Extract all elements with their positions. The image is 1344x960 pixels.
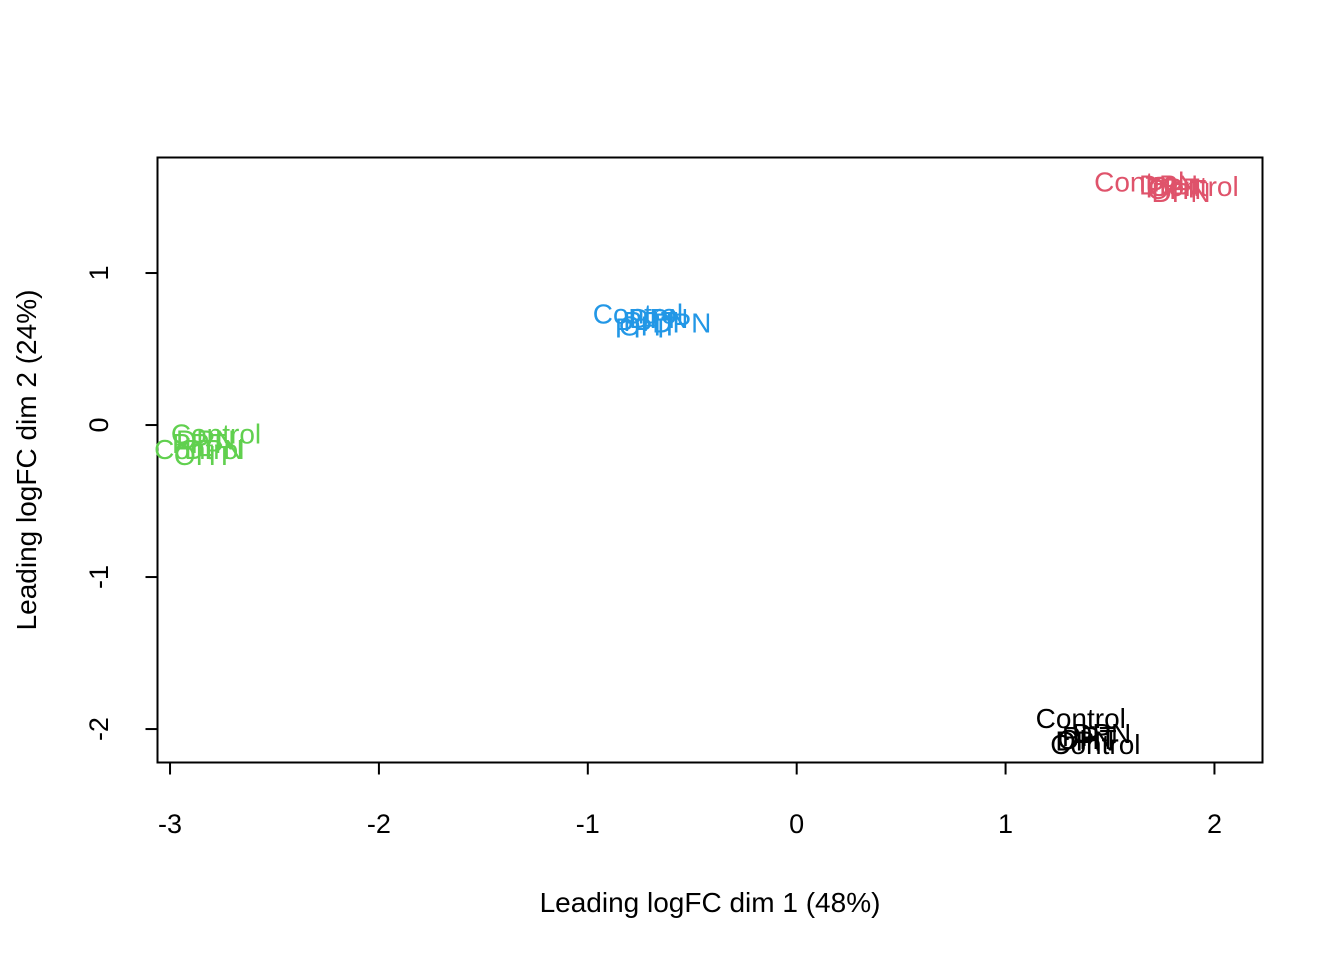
- point-label: OHT: [174, 440, 233, 471]
- x-tick-label: -2: [367, 809, 391, 839]
- point-label: DPN: [176, 425, 235, 456]
- y-axis: -2 -1 0 1: [84, 266, 159, 741]
- point-label: PPT: [1145, 172, 1199, 203]
- point-label: DPN: [652, 308, 711, 339]
- point-label: DPN: [1139, 169, 1198, 200]
- x-axis-title: Leading logFC dim 1 (48%): [540, 887, 881, 918]
- point-label: Control: [1036, 703, 1126, 734]
- point-label: DPN: [184, 434, 243, 465]
- point-label: Control: [171, 419, 261, 450]
- point-label: Control: [154, 434, 244, 465]
- x-tick-label: 2: [1207, 809, 1222, 839]
- point-label: DPN: [1072, 718, 1131, 749]
- point-label: PPT: [1062, 721, 1116, 752]
- point-label: PPT: [172, 428, 226, 459]
- point-label: OHT: [1057, 724, 1116, 755]
- point-label: Control: [593, 299, 683, 330]
- y-tick-label: 0: [84, 418, 114, 433]
- point-label: DPN: [1055, 726, 1114, 757]
- x-tick-label: 1: [998, 809, 1013, 839]
- y-tick-label: 1: [84, 266, 114, 281]
- y-tick-label: -1: [84, 565, 114, 589]
- point-label: OHT: [1147, 174, 1206, 205]
- point-label: DPN: [1151, 177, 1210, 208]
- x-tick-label: -3: [158, 809, 182, 839]
- y-axis-title: Leading logFC dim 2 (24%): [11, 290, 42, 631]
- x-axis: -3 -2 -1 0 1 2: [158, 761, 1222, 839]
- point-label: Control: [1148, 171, 1238, 202]
- point-label: PPT: [623, 306, 677, 337]
- x-tick-label: 0: [789, 809, 804, 839]
- plot-frame: [156, 156, 1264, 764]
- point-label: Control: [1094, 166, 1184, 197]
- point-label: OHT: [619, 311, 678, 342]
- y-tick-label: -2: [84, 717, 114, 741]
- point-label: PPT: [615, 312, 669, 343]
- x-tick-label: -1: [576, 809, 600, 839]
- point-label: Control: [1050, 729, 1140, 760]
- data-points: ControlDPNControlPPTOHTDPNControlDPNPPTD…: [154, 166, 1239, 759]
- point-label: DPN: [629, 303, 688, 334]
